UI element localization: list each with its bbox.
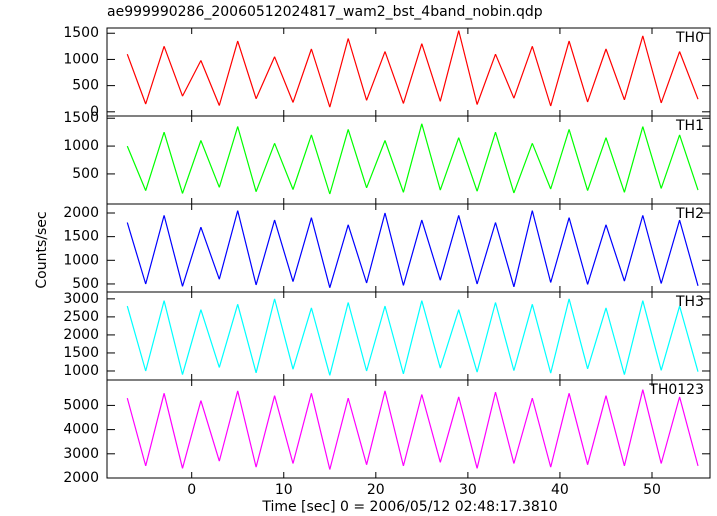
y-tick-label: 1000 [63, 252, 99, 268]
y-tick-label: 1000 [63, 138, 99, 154]
y-tick-label: 5000 [63, 397, 99, 413]
y-tick-label: 1000 [63, 363, 99, 379]
chart-title: ae999990286_20060512024817_wam2_bst_4ban… [107, 4, 543, 20]
x-tick-label: 20 [367, 482, 385, 498]
data-line [126, 210, 699, 288]
y-tick-label: 4000 [63, 422, 99, 438]
y-axis-label: Counts/sec [34, 211, 50, 288]
y-tick-label: 500 [72, 166, 99, 182]
panel-frame [106, 291, 711, 381]
y-tick-label: 2500 [63, 309, 99, 325]
series-label: TH3 [675, 294, 704, 310]
y-tick-label: 2000 [63, 205, 99, 221]
panel-frame [106, 379, 711, 479]
y-tick-label: 1000 [63, 51, 99, 67]
panel-frame [106, 203, 711, 293]
series-label: TH2 [675, 206, 704, 222]
x-axis-label: Time [sec] 0 = 2006/05/12 02:48:17.3810 [261, 499, 557, 515]
x-tick-label: 10 [275, 482, 293, 498]
y-tick-label: 3000 [63, 291, 99, 307]
x-tick-label: 0 [187, 482, 196, 498]
data-line [126, 389, 699, 470]
y-tick-label: 1500 [63, 345, 99, 361]
y-tick-label: 0 [90, 104, 99, 120]
y-tick-label: 1500 [63, 25, 99, 41]
y-tick-label: 2000 [63, 327, 99, 343]
series-label: TH0123 [648, 382, 704, 398]
panel-frame [106, 115, 711, 205]
y-tick-label: 1500 [63, 110, 99, 126]
y-tick-label: 500 [72, 276, 99, 292]
data-line [126, 123, 699, 195]
y-tick-label: 1500 [63, 229, 99, 245]
x-tick-label: 40 [551, 482, 569, 498]
y-tick-label: 3000 [63, 446, 99, 462]
series-label: TH1 [675, 118, 704, 134]
data-line [126, 298, 699, 376]
y-tick-label: 500 [72, 78, 99, 94]
data-line [126, 30, 699, 108]
x-tick-label: 30 [459, 482, 477, 498]
x-tick-label: 50 [643, 482, 661, 498]
y-tick-label: 2000 [63, 470, 99, 486]
panel-frame [106, 27, 711, 117]
series-label: TH0 [675, 30, 704, 46]
